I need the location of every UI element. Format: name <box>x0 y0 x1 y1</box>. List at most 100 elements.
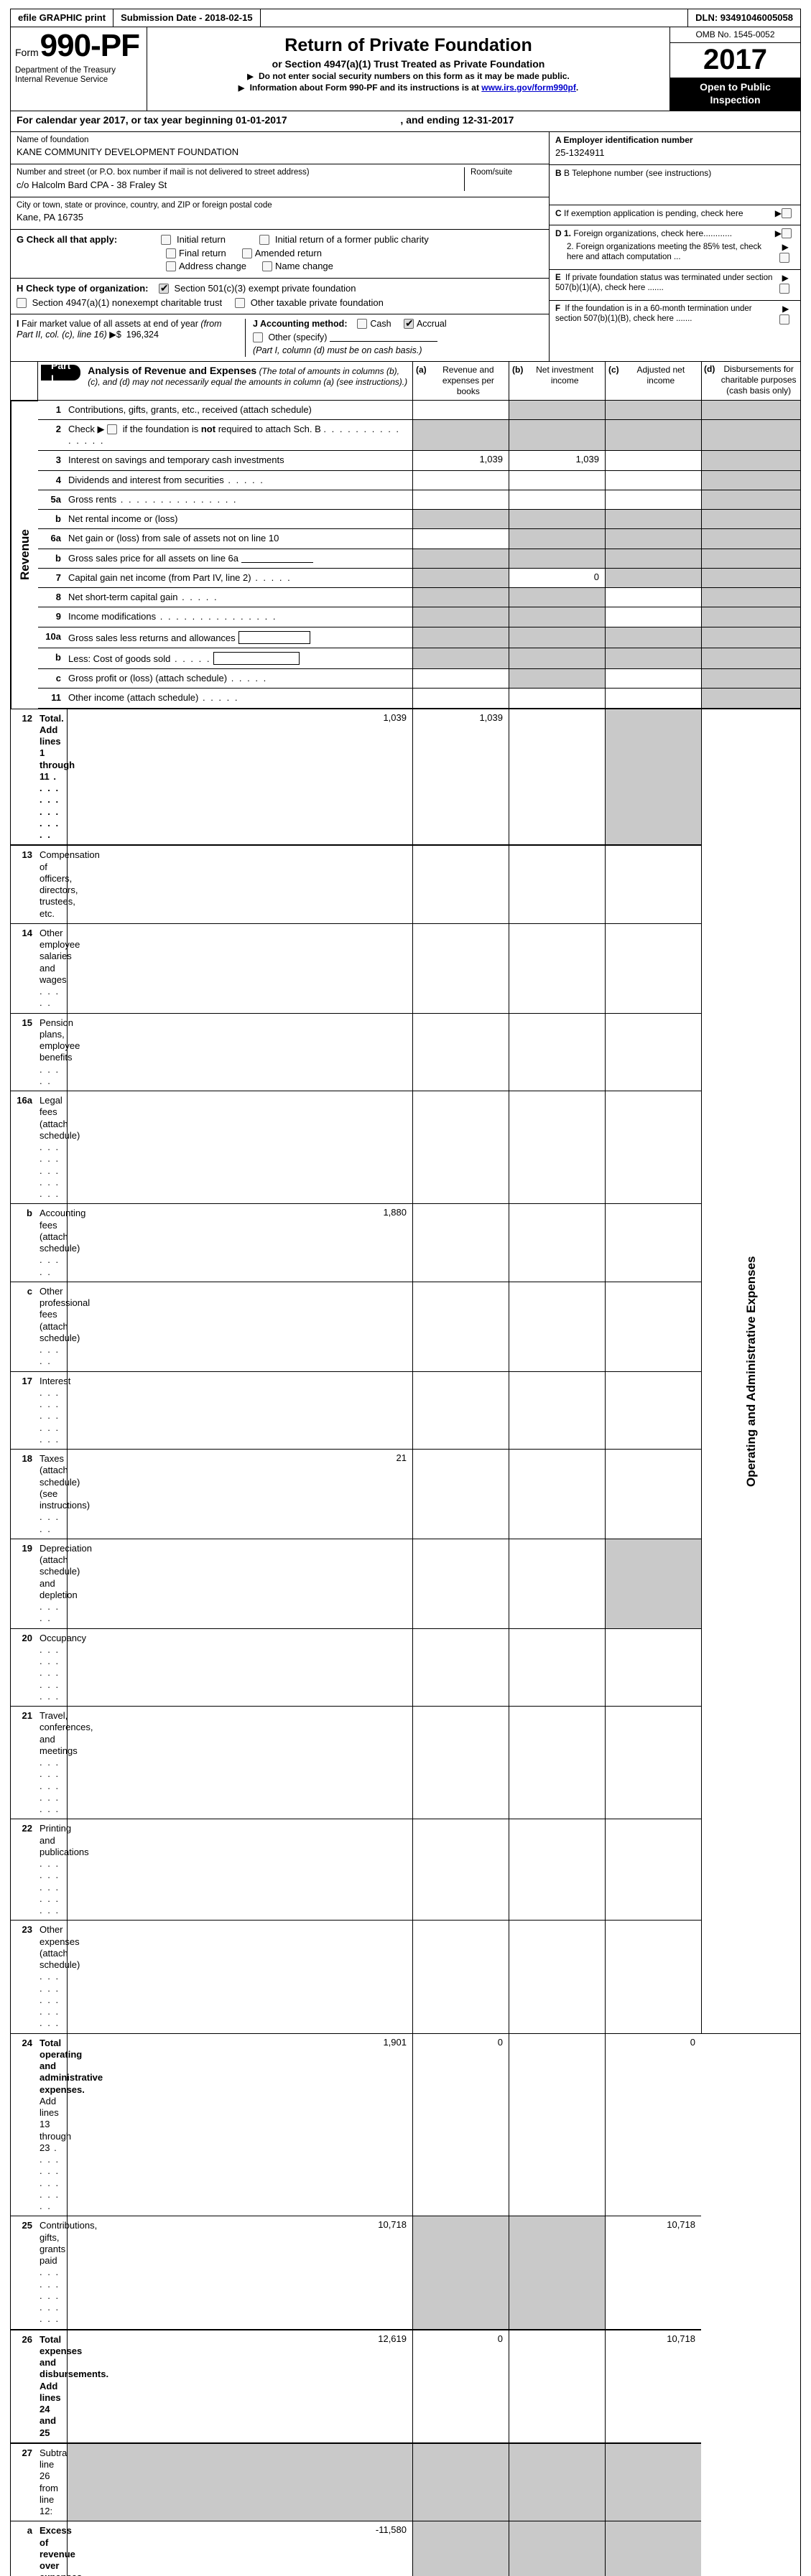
cell-c <box>605 401 701 420</box>
chk-507b1b[interactable] <box>779 314 789 325</box>
h-501c3: Section 501(c)(3) exempt private foundat… <box>175 283 356 294</box>
cell-a <box>412 549 509 569</box>
r8-d: Net short-term capital gain <box>68 592 177 602</box>
cell-c <box>509 2521 605 2576</box>
row-desc: Subtract line 26 from line 12: <box>38 2443 67 2522</box>
blank-line <box>241 554 313 563</box>
row-num: 17 <box>11 1372 38 1450</box>
chk-accrual[interactable] <box>404 319 414 329</box>
calendar-year-bar: For calendar year 2017, or tax year begi… <box>10 111 801 132</box>
form990pf-link[interactable]: www.irs.gov/form990pf <box>481 83 576 93</box>
chk-foreign-org[interactable] <box>782 228 792 238</box>
row-desc: Taxes (attach schedule) (see instruction… <box>38 1450 67 1539</box>
cell-a <box>67 924 412 1014</box>
cell-b <box>509 689 605 708</box>
omb-no: OMB No. 1545-0052 <box>670 27 800 43</box>
chk-501c3[interactable] <box>159 284 169 294</box>
note1-text: Do not enter social security numbers on … <box>259 71 570 81</box>
form-header-left: Form 990-PF Department of the Treasury I… <box>11 27 147 111</box>
row-num: 21 <box>11 1707 38 1819</box>
row-desc: Other expenses (attach schedule) <box>38 1921 67 2033</box>
chk-foreign-85[interactable] <box>779 253 789 263</box>
row-num: 11 <box>38 689 67 708</box>
chk-name-change[interactable] <box>262 261 272 271</box>
col-c-header: (c)Adjusted net income <box>605 362 701 400</box>
chk-507b1a[interactable] <box>779 284 789 294</box>
row-desc: Other income (attach schedule) <box>67 689 412 708</box>
chk-4947[interactable] <box>17 298 27 308</box>
row-desc: Gross sales price for all assets on line… <box>67 549 412 569</box>
agency-lines: Department of the Treasury Internal Reve… <box>15 66 142 85</box>
section-J: J Accounting method: Cash Accrual Other … <box>245 319 543 357</box>
col-a-header: (a)Revenue and expenses per books <box>412 362 509 400</box>
row-desc: Dividends and interest from securities <box>67 471 412 490</box>
row-desc: Accounting fees (attach schedule) <box>38 1204 67 1282</box>
row-num: 4 <box>38 471 67 490</box>
section-H: H Check type of organization: Section 50… <box>11 278 549 314</box>
row-num: 7 <box>38 569 67 588</box>
row-desc: Net rental income or (loss) <box>67 510 412 529</box>
cell-c <box>605 648 701 669</box>
cell-c <box>509 1629 605 1707</box>
cell-d <box>605 2521 701 2576</box>
row-desc: Contributions, gifts, grants, etc., rece… <box>67 401 412 420</box>
row-num: b <box>38 510 67 529</box>
cal-end: 12-31-2017 <box>463 114 514 126</box>
cell-d <box>605 1819 701 1921</box>
cell-d <box>701 401 800 420</box>
row-num: b <box>38 648 67 669</box>
cell-d <box>701 627 800 648</box>
chk-other-acct[interactable] <box>253 332 263 342</box>
r10a-d: Gross sales less returns and allowances <box>68 633 236 643</box>
cell-d <box>701 420 800 452</box>
part1-badge: Part I <box>41 365 80 381</box>
chk-schb-not-required[interactable] <box>107 424 117 434</box>
cell-c <box>605 588 701 607</box>
part1-header-row: Part I Analysis of Revenue and Expenses … <box>10 362 801 401</box>
cell-b <box>509 401 605 420</box>
cell-d <box>701 648 800 669</box>
cell-d <box>701 607 800 627</box>
cell-a <box>67 1014 412 1092</box>
row-num: 15 <box>11 1014 38 1092</box>
chk-cash[interactable] <box>357 319 367 329</box>
cell-d <box>701 569 800 588</box>
cell-c <box>605 607 701 627</box>
cell-b <box>412 1629 509 1707</box>
e-label: E If private foundation status was termi… <box>555 273 779 294</box>
row-desc: Gross profit or (loss) (attach schedule) <box>67 669 412 689</box>
cell-d: 10,718 <box>605 2330 701 2443</box>
chk-other-taxable[interactable] <box>235 298 245 308</box>
row-desc: Net gain or (loss) from sale of assets n… <box>67 529 412 549</box>
chk-address-change[interactable] <box>166 261 176 271</box>
j-cash: Cash <box>370 319 391 329</box>
row-desc: Less: Cost of goods sold <box>67 648 412 669</box>
cell-b <box>509 549 605 569</box>
foundation-name: KANE COMMUNITY DEVELOPMENT FOUNDATION <box>17 146 543 158</box>
cell-a <box>412 490 509 510</box>
chk-exemption-pending[interactable] <box>782 208 792 218</box>
j-note: (Part I, column (d) must be on cash basi… <box>253 345 543 357</box>
addr-label: Number and street (or P.O. box number if… <box>17 167 464 177</box>
identity-block: Name of foundation KANE COMMUNITY DEVELO… <box>10 132 801 362</box>
cell-a <box>67 1091 412 1204</box>
d1-label: D 1. Foreign organizations, check here..… <box>555 228 732 239</box>
open-line1: Open to Public <box>672 81 799 94</box>
cell-b <box>412 1539 509 1629</box>
chk-amended-return[interactable] <box>242 248 252 258</box>
chk-final-return[interactable] <box>166 248 176 258</box>
row-desc: Occupancy <box>38 1629 67 1707</box>
cell-a <box>412 627 509 648</box>
row-desc: Total operating and administrative expen… <box>38 2034 67 2217</box>
row-num: 1 <box>38 401 67 420</box>
row-desc: Check ▶ if the foundation is not require… <box>67 420 412 452</box>
cell-a <box>412 648 509 669</box>
section-I: I Fair market value of all assets at end… <box>17 319 232 357</box>
cell-d <box>701 689 800 708</box>
cell-c <box>605 490 701 510</box>
note2a-text: Information about Form 990-PF and its in… <box>250 83 482 93</box>
chk-initial-former[interactable] <box>259 235 269 245</box>
row-num: b <box>11 1204 38 1282</box>
cell-c <box>605 689 701 708</box>
chk-initial-return[interactable] <box>161 235 171 245</box>
